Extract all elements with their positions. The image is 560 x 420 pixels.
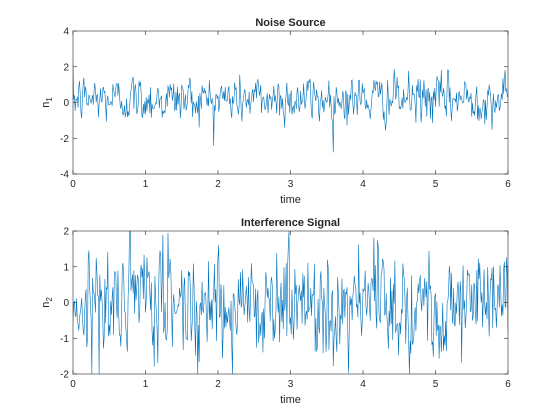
noise-source-ytick-label: -2 [60, 134, 69, 145]
noise-source-title: Noise Source [255, 17, 325, 29]
interference-signal-ytick-label: -1 [60, 334, 69, 345]
noise-source-xtick-label: 3 [288, 179, 294, 190]
noise-source-xtick-label: 1 [143, 179, 149, 190]
noise-source-series-line [73, 67, 508, 153]
interference-signal-plot-area [73, 231, 508, 374]
noise-source-ylabel: n1 [40, 97, 54, 108]
interference-signal-axes: 0 1 2 3 4 5 6 -2 -1 0 1 2 Interference Signal time n2 [40, 217, 511, 406]
interference-signal-xtick-label: 5 [433, 379, 439, 390]
interference-signal-series-line [73, 231, 508, 374]
interference-signal-xtick-label: 2 [215, 379, 221, 390]
interference-signal-ytick-label: 1 [63, 262, 69, 273]
noise-source-xtick-label: 0 [70, 179, 76, 190]
interference-signal-title: Interference Signal [241, 217, 340, 229]
noise-source-ytick-label: 2 [63, 62, 69, 73]
interference-signal-xtick-label: 3 [288, 379, 294, 390]
noise-source-ytick-label: 0 [63, 98, 69, 109]
noise-source-ytick-label: 4 [63, 27, 69, 38]
noise-source-xlabel: time [280, 194, 301, 206]
interference-signal-ytick-label: -2 [60, 370, 69, 381]
noise-source-ytick-label: -4 [60, 170, 69, 181]
interference-signal-xtick-label: 4 [360, 379, 366, 390]
interference-signal-xtick-label: 1 [143, 379, 149, 390]
interference-signal-ytick-label: 0 [63, 298, 69, 309]
noise-source-xtick-label: 4 [360, 179, 366, 190]
interference-signal-ytick-label: 2 [63, 227, 69, 238]
noise-source-xtick-label: 5 [433, 179, 439, 190]
noise-source-axes: 0 1 2 3 4 5 6 -4 -2 0 2 4 Noise Source time n1 [40, 17, 511, 206]
noise-source-xtick-label: 6 [505, 179, 511, 190]
interference-signal-xtick-label: 6 [505, 379, 511, 390]
noise-source-xtick-label: 2 [215, 179, 221, 190]
interference-signal-xtick-label: 0 [70, 379, 76, 390]
interference-signal-ylabel: n2 [40, 297, 54, 308]
interference-signal-xlabel: time [280, 394, 301, 406]
